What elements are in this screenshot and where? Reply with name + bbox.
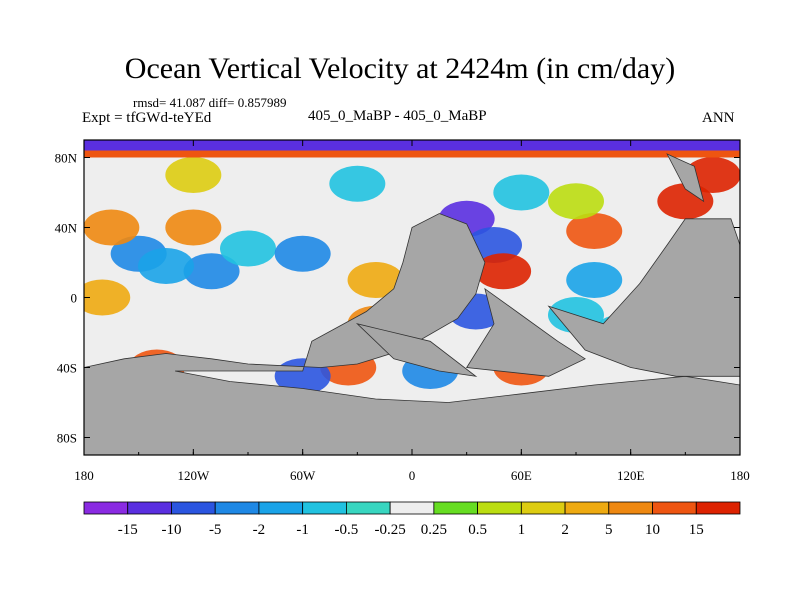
y-tick-label: 40S [57, 361, 77, 376]
land-mass [666, 153, 705, 203]
velocity-patch [329, 165, 386, 202]
colorbar-label: 0.25 [421, 522, 447, 538]
x-tick-label: 120W [177, 468, 210, 483]
colorbar-label: 0.5 [468, 522, 487, 538]
x-tick-label: 120E [617, 468, 645, 483]
colorbar-swatch [520, 501, 566, 515]
velocity-patch [274, 235, 331, 272]
experiment-label: Expt = tfGWd-teYEd [82, 110, 212, 126]
colorbar-label: 2 [561, 522, 569, 538]
velocity-patch [138, 248, 194, 284]
colorbar-label: -2 [253, 522, 266, 538]
colorbar-label: 15 [689, 522, 704, 538]
colorbar-label: -15 [118, 522, 138, 538]
x-tick-label: 0 [409, 468, 416, 483]
colorbar-swatch [83, 501, 129, 515]
comparison-label: 405_0_MaBP - 405_0_MaBP [308, 108, 487, 124]
velocity-patch [566, 262, 623, 298]
colorbar-swatch [695, 501, 741, 515]
colorbar-label: -1 [296, 522, 309, 538]
colorbar-swatch [302, 501, 347, 515]
plot-area [84, 140, 740, 455]
colorbar-swatch [345, 501, 391, 515]
colorbar-label: -0.25 [375, 522, 406, 538]
x-tick-label: 60W [290, 468, 316, 483]
land-mass [355, 323, 478, 377]
y-tick-label: 40N [55, 221, 78, 236]
colorbar-swatch [477, 501, 522, 515]
colorbar-label: -0.5 [335, 522, 359, 538]
velocity-patch [493, 174, 550, 211]
colorbar-label: -10 [161, 522, 181, 538]
stats-line: rmsd= 41.087 diff= 0.857989 [133, 95, 287, 110]
colorbar-swatch [127, 501, 172, 515]
velocity-patch [220, 230, 276, 267]
velocity-patch [165, 157, 222, 193]
colorbar-label: 10 [645, 522, 660, 538]
colorbar-swatch [389, 501, 435, 515]
colorbar-swatch [433, 501, 479, 515]
colorbar-swatch [652, 501, 697, 515]
colorbar-swatch [171, 501, 216, 515]
x-tick-label: 180 [730, 468, 750, 483]
velocity-patch [183, 253, 240, 290]
colorbar-swatch [258, 501, 304, 515]
land-mass [466, 287, 586, 377]
velocity-patch [566, 213, 623, 249]
y-tick-label: 80S [57, 431, 77, 446]
colorbar-swatch [214, 501, 260, 515]
colorbar-label: -5 [209, 522, 222, 538]
land-mass [84, 213, 740, 455]
colorbar-label: 5 [605, 522, 613, 538]
velocity-patch [347, 262, 404, 298]
chart-title: Ocean Vertical Velocity at 2424m (in cm/… [124, 52, 676, 85]
velocity-patch [165, 209, 222, 246]
y-tick-label: 80N [55, 151, 78, 166]
colorbar-swatch [608, 501, 653, 515]
velocity-patch [475, 253, 532, 290]
season-label: ANN [702, 110, 735, 126]
colorbar-label: 1 [518, 522, 526, 538]
north-polar-band-2 [84, 150, 740, 158]
y-tick-label: 0 [71, 291, 78, 306]
velocity-patch [548, 183, 604, 220]
x-tick-label: 60E [511, 468, 532, 483]
velocity-patch [84, 279, 131, 316]
land-mass [547, 218, 740, 377]
velocity-patch [84, 209, 140, 246]
colorbar-swatch [564, 501, 610, 515]
x-tick-label: 180 [74, 468, 94, 483]
